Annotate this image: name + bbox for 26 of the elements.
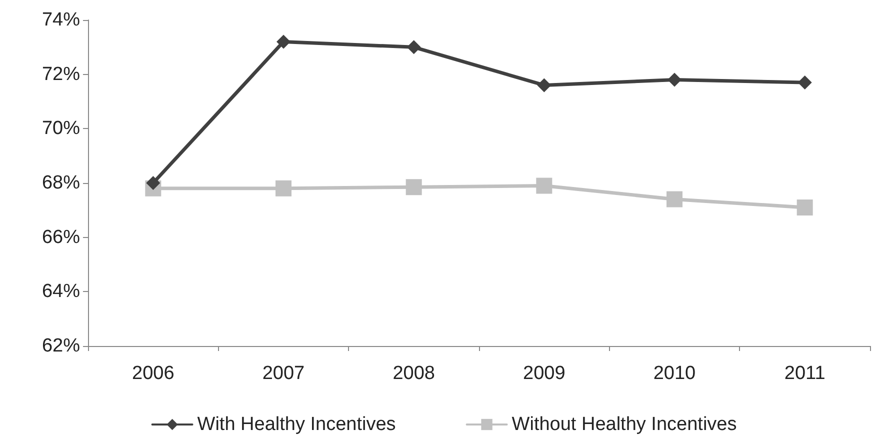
y-tick-label: 62% [42, 336, 80, 356]
point [536, 178, 552, 194]
point [406, 179, 422, 196]
y-tick-label: 66% [42, 226, 80, 248]
point [798, 75, 812, 90]
point [276, 34, 290, 49]
point [537, 78, 552, 92]
x-tick-label: 2010 [653, 363, 696, 384]
y-tick-label: 68% [42, 172, 80, 194]
point [276, 180, 292, 196]
x-tick-label: 2007 [262, 363, 305, 384]
legend-label: With Healthy Incentives [197, 414, 396, 435]
point [406, 40, 421, 54]
x-tick-label: 2011 [784, 363, 826, 384]
point [666, 191, 682, 208]
x-tick-label: 2006 [132, 363, 174, 384]
point [146, 176, 160, 190]
y-tick-label: 74% [42, 10, 80, 30]
legend-label: Without Healthy Incentives [512, 414, 737, 435]
x-tick-label: 2008 [392, 363, 435, 384]
y-tick-label: 64% [42, 281, 80, 302]
x-tick-label: 2009 [523, 363, 566, 384]
point [796, 199, 813, 216]
y-tick-label: 70% [42, 118, 80, 140]
y-tick-label: 72% [42, 64, 80, 85]
point [668, 72, 682, 87]
